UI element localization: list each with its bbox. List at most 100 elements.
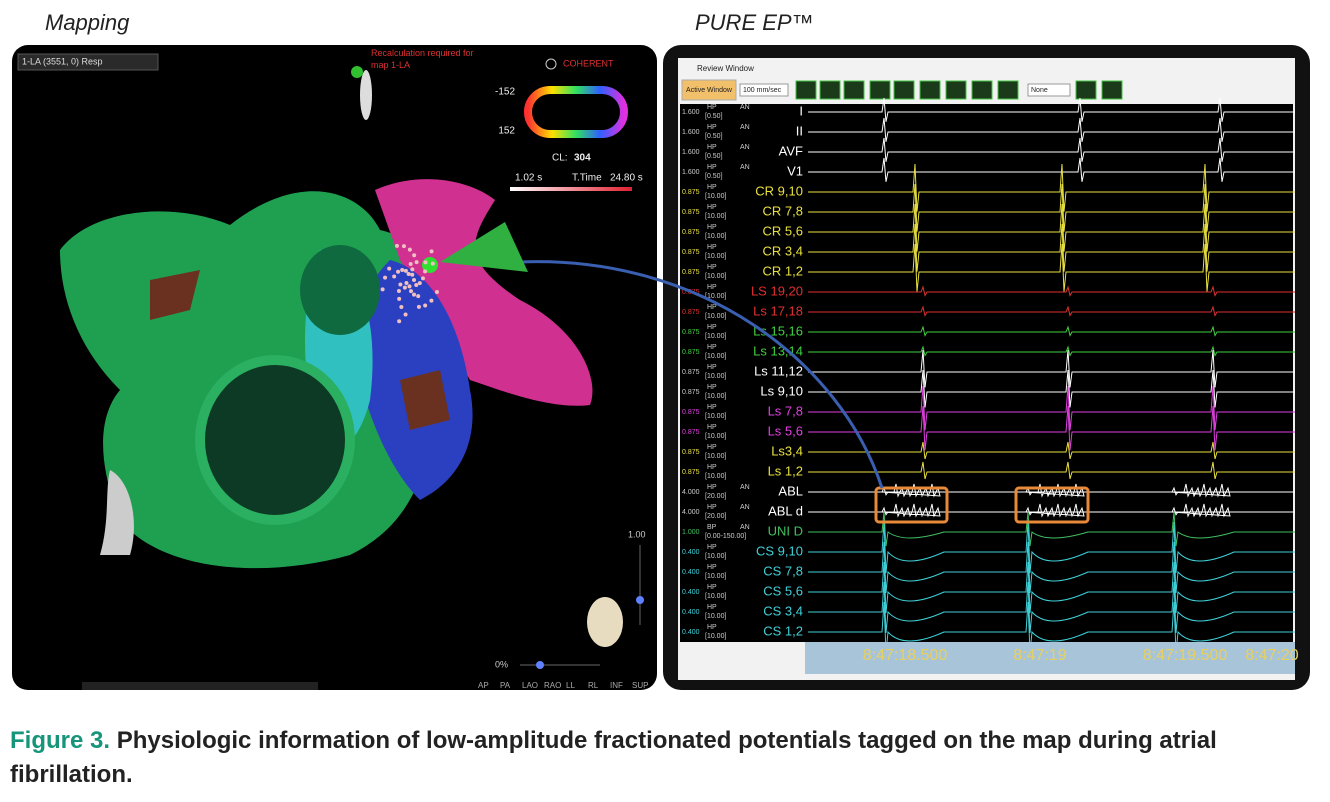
speed-select[interactable] — [739, 83, 789, 97]
channel-name: CR 1,2 — [763, 263, 803, 278]
signal-trace — [808, 441, 1295, 460]
channel-name: CS 7,8 — [763, 563, 803, 578]
channel-gain: 0.400 — [682, 569, 700, 576]
filter-label: None — [1031, 87, 1048, 94]
tool-button[interactable] — [819, 80, 841, 100]
time-labels: 8:47:18.500 8:47:19 8:47:19.500 8:47:20 — [863, 647, 1299, 664]
channel-range: [0.50] — [705, 173, 723, 180]
time-min: 1.02 s — [515, 173, 542, 184]
channel-gain: 1.600 — [682, 169, 700, 176]
opacity-thumb[interactable] — [536, 661, 544, 669]
tool-button[interactable] — [997, 80, 1019, 100]
channel-name: Ls 17,18 — [753, 303, 803, 318]
tag-point — [398, 282, 403, 287]
tag-point — [408, 289, 413, 294]
tool-button[interactable] — [1101, 80, 1123, 100]
channel-gain: 1.600 — [682, 109, 700, 116]
channel-an: AN — [740, 524, 750, 531]
channel-name: Ls 7,8 — [768, 403, 803, 418]
channel-name: Ls 9,10 — [760, 383, 803, 398]
channel-filter: HP — [707, 604, 717, 611]
view-button[interactable]: LAO — [522, 681, 538, 690]
channel-range: [10.00] — [705, 333, 726, 340]
channel-filter: HP — [707, 544, 717, 551]
view-button[interactable]: AP — [478, 681, 489, 690]
toolbar — [795, 80, 1123, 100]
view-button[interactable]: PA — [500, 681, 511, 690]
channel-name: CR 9,10 — [755, 183, 803, 198]
channel-name: V1 — [787, 163, 803, 178]
atrial-map — [60, 179, 593, 569]
tag-point — [380, 287, 385, 292]
channel-name: CR 5,6 — [763, 223, 803, 238]
tag-point — [414, 283, 419, 288]
tool-button[interactable] — [795, 80, 817, 100]
tag-point — [399, 305, 404, 310]
channel-name: ABL d — [768, 503, 803, 518]
opacity-label: 0% — [495, 659, 508, 669]
channel-filter: HP — [707, 104, 717, 111]
heart-icon — [587, 597, 623, 647]
channel-name: CR 7,8 — [763, 203, 803, 218]
channel-range: [0.50] — [705, 153, 723, 160]
tool-button[interactable] — [893, 80, 915, 100]
view-button[interactable]: LL — [566, 681, 575, 690]
active-button[interactable] — [681, 79, 737, 101]
time-max: 24.80 s — [610, 173, 643, 184]
signal-trace — [808, 325, 1295, 337]
color-ring — [524, 86, 628, 138]
channel-name: II — [796, 123, 803, 138]
channel-an: AN — [740, 124, 750, 131]
signal-trace — [808, 385, 1295, 431]
time-label: 8:47:18.500 — [863, 647, 948, 664]
view-button[interactable]: RL — [588, 681, 599, 690]
view-button[interactable]: SUP — [632, 681, 648, 690]
channel-filter: HP — [707, 464, 717, 471]
slider-thumb[interactable] — [636, 596, 644, 604]
channel-filter: HP — [707, 224, 717, 231]
channel-filter: HP — [707, 304, 717, 311]
channel-filter: HP — [707, 364, 717, 371]
channel-name: ABL — [778, 483, 803, 498]
channel-filter: HP — [707, 484, 717, 491]
channel-gain: 0.875 — [682, 449, 700, 456]
channel-gain: 0.875 — [682, 389, 700, 396]
tool-button[interactable] — [945, 80, 967, 100]
tag-point — [403, 312, 408, 317]
tool-button[interactable] — [843, 80, 865, 100]
tag-point — [429, 249, 434, 254]
orientation-icon — [360, 70, 372, 120]
channel-range: [0.50] — [705, 113, 723, 120]
channel-range: [10.00] — [705, 473, 726, 480]
channel-gain: 4.000 — [682, 489, 700, 496]
channel-gain: 0.400 — [682, 549, 700, 556]
time-label: 8:47:20 — [1245, 647, 1298, 664]
tool-button[interactable] — [919, 80, 941, 100]
tool-button[interactable] — [971, 80, 993, 100]
tag-point — [423, 260, 428, 265]
tool-button[interactable] — [869, 80, 891, 100]
channel-name: Ls3,4 — [771, 443, 803, 458]
highlight-box — [874, 486, 949, 524]
channel-range: [10.00] — [705, 373, 726, 380]
map-surface — [375, 179, 593, 406]
signal-trace — [808, 503, 1295, 518]
highlight-box — [1014, 486, 1090, 524]
time-label: T.Time — [572, 173, 602, 184]
tag-point — [416, 304, 421, 309]
channel-range: [10.00] — [705, 573, 726, 580]
channel-range: [10.00] — [705, 593, 726, 600]
channel-range: [10.00] — [705, 613, 726, 620]
view-button[interactable]: INF — [610, 681, 623, 690]
map-scar — [400, 370, 450, 430]
map-selector[interactable] — [17, 53, 159, 71]
panel-title: Mapping — [45, 10, 130, 35]
view-buttons: AP PA LAO RAO LL RL INF SUP — [478, 681, 648, 690]
filter-select[interactable] — [1027, 83, 1071, 97]
tool-button[interactable] — [1075, 80, 1097, 100]
view-button[interactable]: RAO — [544, 681, 561, 690]
channel-gain: 0.875 — [682, 409, 700, 416]
tag-point — [414, 260, 419, 265]
